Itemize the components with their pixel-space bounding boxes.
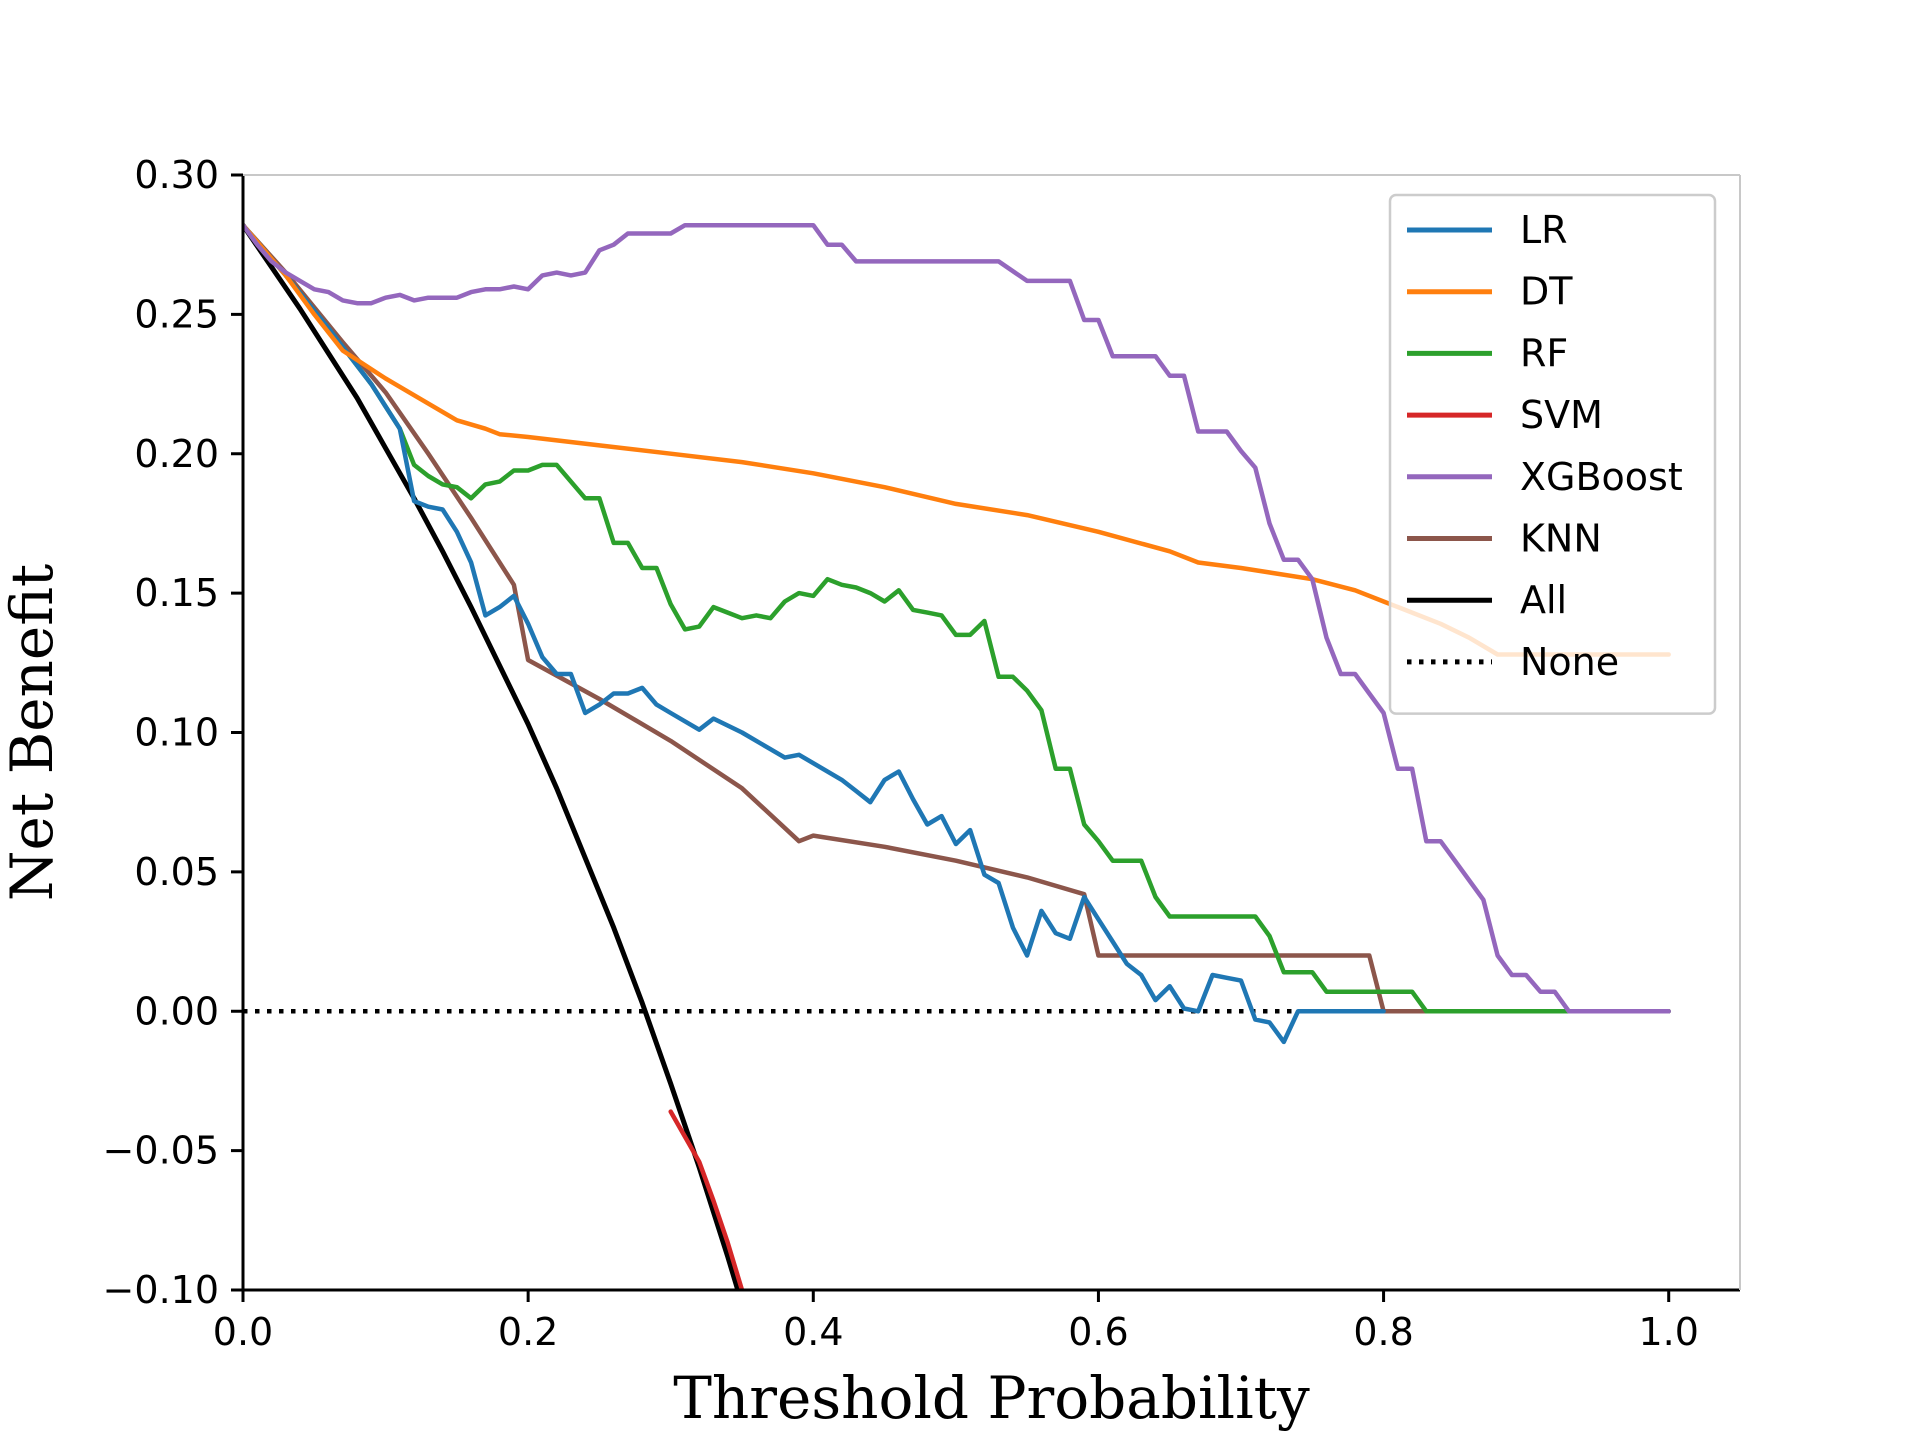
x-tick-label: 0.6: [1068, 1310, 1128, 1354]
x-tick-label: 1.0: [1638, 1310, 1698, 1354]
y-tick-label: 0.10: [134, 711, 219, 755]
legend-label-none: None: [1520, 640, 1619, 684]
legend-label-dt: DT: [1520, 270, 1573, 314]
y-tick-label: 0.30: [134, 153, 219, 197]
y-tick-label: −0.10: [103, 1268, 219, 1312]
series-line-all: [243, 222, 741, 1290]
legend-label-svm: SVM: [1520, 393, 1603, 437]
legend-label-rf: RF: [1520, 331, 1568, 375]
x-tick-label: 0.8: [1353, 1310, 1413, 1354]
legend-label-all: All: [1520, 578, 1567, 622]
y-tick-label: 0.05: [134, 850, 219, 894]
series-line-svm: [668, 1109, 745, 1290]
y-tick-label: −0.05: [103, 1129, 219, 1173]
legend-label-xgboost: XGBoost: [1520, 455, 1683, 499]
series-line-knn: [243, 222, 1671, 1014]
y-tick-label: 0.15: [134, 571, 219, 615]
ticks-layer: 0.0 0.2 0.4 0.6 0.8 1.0 0.30 0.25 0.20 0.15 0.10 0.…: [103, 153, 1699, 1354]
y-tick-label: 0.25: [134, 292, 219, 336]
x-tick-label: 0.2: [498, 1310, 558, 1354]
y-axis-title: Net Benefit: [0, 564, 66, 901]
legend-label-lr: LR: [1520, 208, 1568, 252]
x-axis-title: Threshold Probability: [673, 1364, 1310, 1432]
x-tick-label: 0.4: [783, 1310, 843, 1354]
series-line-rf: [243, 222, 1671, 1014]
legend-box: [1388, 193, 1717, 715]
y-tick-label: 0.20: [134, 432, 219, 476]
series-line-lr: [243, 222, 1386, 1045]
series-line-xgboost: [243, 222, 1671, 1014]
x-tick-label: 0.0: [213, 1310, 273, 1354]
legend: LR DT RF SVM XGBoost KNN All None: [1388, 193, 1717, 715]
y-tick-label: 0.00: [134, 989, 219, 1033]
axes-layer: [241, 174, 1741, 1292]
series-layer: [243, 222, 1671, 1290]
legend-label-knn: KNN: [1520, 517, 1602, 561]
